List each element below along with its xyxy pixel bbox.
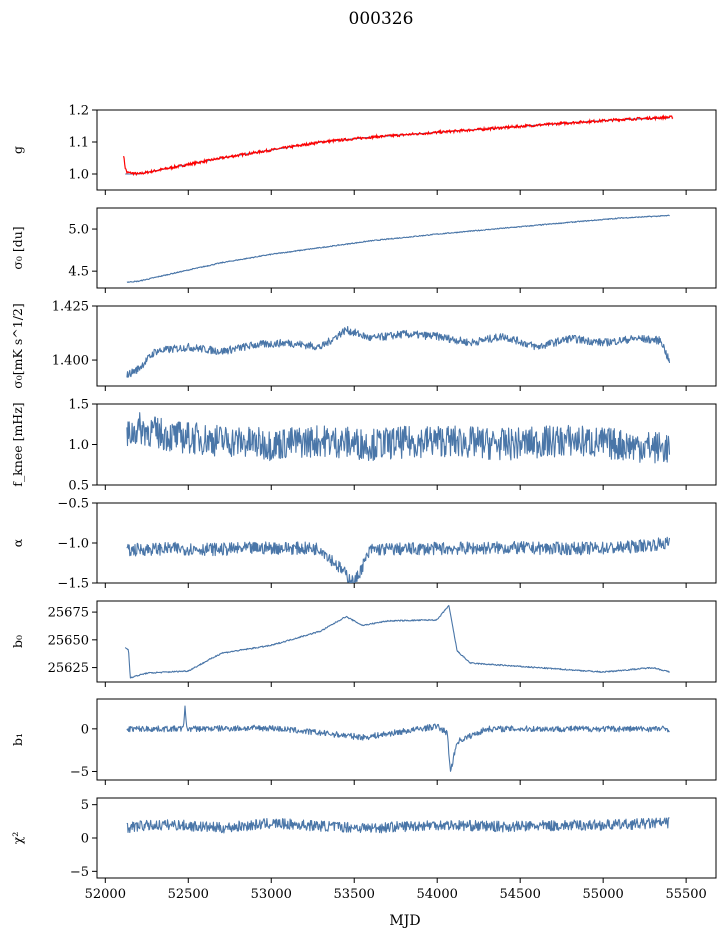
plot-frame (96, 207, 717, 289)
y-axis-label: g (10, 146, 25, 154)
series-line-f_knee (126, 412, 671, 464)
series-line-chi2 (126, 817, 670, 834)
panel-3: 1.400 1.425 σ₀[mK s^1/2] (10, 300, 717, 391)
y-tick-label: 4.5 (68, 265, 89, 280)
plot-frame (96, 109, 717, 191)
y-tick-label: 1.425 (52, 300, 89, 315)
y-tick-label: 5.0 (68, 223, 89, 238)
y-tick-label: 0.5 (68, 479, 89, 494)
panel-4: 0.5 1.0 1.5 f_knee [mHz] (10, 398, 717, 494)
y-tick-label: 0 (81, 832, 89, 847)
y-tick-label: 5 (81, 798, 89, 813)
plot-frame (96, 305, 717, 387)
x-tick-label: 54500 (499, 887, 540, 902)
y-tick-label: 25650 (48, 633, 89, 648)
y-tick-label: 25625 (48, 661, 89, 676)
figure-title: 000326 (349, 9, 414, 29)
panel-5: −1.5 −1.0 −0.5 α (10, 497, 717, 592)
series-line-g fit (123, 114, 674, 177)
y-tick-label: −1.5 (57, 577, 89, 592)
panel-8: −5 0 5 52000 52500 53000 53500 54000 54500 55000 5… (10, 797, 717, 902)
y-tick-label: −0.5 (57, 497, 89, 512)
y-axis-label: α (10, 538, 25, 547)
y-axis-label: b₀ (10, 635, 25, 648)
series-line-b1 (126, 705, 670, 772)
plot-frame (96, 698, 717, 781)
x-tick-label: 55500 (665, 887, 706, 902)
x-tick-label: 53500 (334, 887, 375, 902)
y-tick-label: −1.0 (57, 537, 89, 552)
x-tick-label: 55000 (582, 887, 623, 902)
y-tick-label: −5 (70, 865, 89, 880)
y-axis-label: σ₀[mK s^1/2] (10, 303, 25, 388)
y-tick-label: 1.5 (68, 398, 89, 413)
y-axis-label: σ₀ [du] (10, 226, 25, 269)
series-line-sigma0_du (126, 214, 670, 283)
y-tick-label: 1.400 (52, 354, 89, 369)
x-tick-label: 54000 (417, 887, 458, 902)
panel-6: 25625 25650 25675 b₀ (10, 600, 717, 687)
y-tick-label: −5 (70, 765, 89, 780)
y-tick-label: 1.0 (68, 168, 89, 183)
y-tick-label: 1.0 (68, 438, 89, 453)
series-line-g (125, 117, 670, 175)
y-tick-label: 25675 (48, 606, 89, 621)
series-line-b0 (124, 604, 670, 679)
x-tick-label: 52500 (168, 887, 209, 902)
panel-1: 1.0 1.1 1.2 g (10, 104, 717, 195)
y-tick-label: 1.1 (68, 136, 89, 151)
y-tick-label: 0 (81, 722, 89, 737)
series-line-sigma0_mKs (126, 325, 671, 378)
panel-2: 4.5 5.0 σ₀ [du] (10, 207, 717, 293)
series-line-alpha (126, 536, 671, 583)
panels: 1.0 1.1 1.2 g 4.5 5.0 σ₀ [du] 1.400 1.425 σ₀[mK s… (10, 104, 717, 902)
plot-frame (96, 797, 717, 879)
plot-frame (96, 502, 717, 584)
y-axis-label: χ² (10, 832, 25, 845)
plot-frame (96, 600, 717, 683)
panel-7: −5 0 b₁ (10, 698, 717, 785)
x-tick-label: 52000 (85, 887, 126, 902)
x-tick-label: 53000 (251, 887, 292, 902)
y-axis-label: b₁ (10, 733, 25, 746)
y-axis-label: f_knee [mHz] (10, 402, 25, 486)
x-axis-label: MJD (389, 913, 420, 929)
y-tick-label: 1.2 (68, 104, 89, 119)
